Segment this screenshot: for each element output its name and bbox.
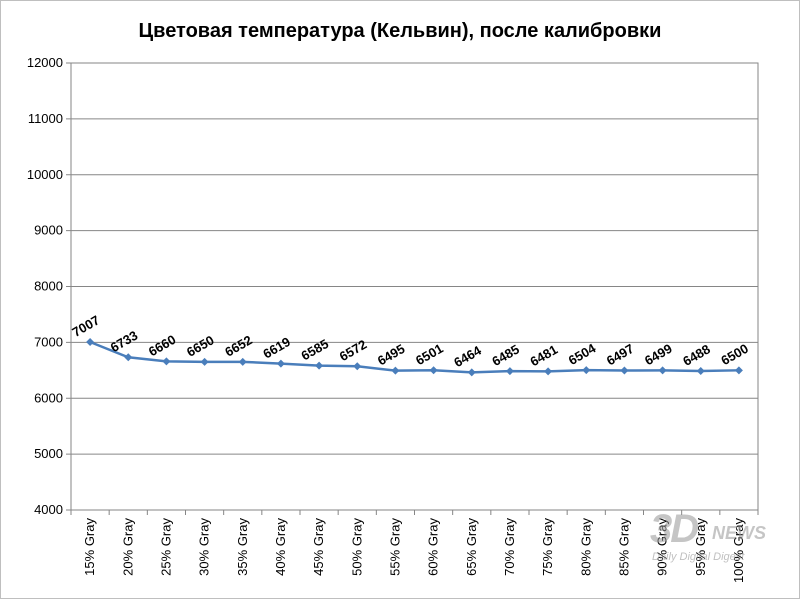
data-label: 6585 — [299, 336, 332, 363]
data-label: 7007 — [70, 312, 103, 339]
data-label: 6495 — [375, 341, 408, 368]
data-point — [391, 366, 400, 375]
data-point — [658, 366, 667, 375]
x-tick-label: 100% Gray — [731, 518, 746, 584]
x-tick-label: 60% Gray — [426, 518, 441, 576]
data-label: 6572 — [337, 337, 370, 364]
x-tick-label: 25% Gray — [158, 518, 173, 576]
data-point — [238, 357, 247, 366]
x-tick-label: 45% Gray — [311, 518, 326, 576]
data-point — [200, 357, 209, 366]
x-tick-label: 90% Gray — [655, 518, 670, 576]
data-label: 6733 — [108, 328, 141, 355]
data-point — [315, 361, 324, 370]
data-label: 6488 — [680, 341, 713, 368]
x-tick-label: 55% Gray — [387, 518, 402, 576]
x-tick-label: 30% Gray — [197, 518, 212, 576]
data-point — [429, 366, 438, 375]
x-tick-label: 70% Gray — [502, 518, 517, 576]
data-point — [353, 362, 362, 371]
x-tick-label: 85% Gray — [616, 518, 631, 576]
x-tick-label: 20% Gray — [120, 518, 135, 576]
data-label: 6501 — [413, 341, 446, 368]
y-tick-label: 5000 — [34, 446, 63, 461]
chart-title: Цветовая температура (Кельвин), после ка… — [138, 20, 662, 42]
data-label: 6650 — [184, 332, 217, 359]
data-label: 6652 — [222, 332, 255, 359]
data-point — [620, 366, 629, 375]
x-tick-label: 40% Gray — [273, 518, 288, 576]
data-label: 6481 — [528, 342, 561, 369]
data-point — [734, 366, 743, 375]
series-line — [89, 340, 739, 374]
y-tick-label: 6000 — [34, 390, 63, 405]
data-point — [276, 359, 285, 368]
y-tick-label: 4000 — [34, 502, 63, 517]
x-tick-label: 50% Gray — [349, 518, 364, 576]
x-tick-label: 95% Gray — [693, 518, 708, 576]
data-label: 6464 — [451, 342, 484, 370]
y-tick-label: 7000 — [34, 334, 63, 349]
data-label: 6660 — [146, 332, 179, 359]
data-point — [86, 337, 95, 346]
x-tick-label: 65% Gray — [464, 518, 479, 576]
x-tick-label: 15% Gray — [82, 518, 97, 576]
data-label: 6485 — [489, 342, 522, 369]
data-point — [124, 353, 133, 362]
y-tick-label: 12000 — [27, 55, 63, 70]
y-tick-label: 8000 — [34, 279, 63, 294]
data-point — [696, 366, 705, 375]
data-label: 6499 — [642, 341, 675, 368]
y-tick-label: 11000 — [28, 111, 63, 126]
x-tick-label: 35% Gray — [235, 518, 250, 576]
y-tick-label: 9000 — [34, 223, 63, 238]
data-point — [505, 367, 514, 376]
data-point — [544, 367, 553, 376]
data-point — [467, 368, 476, 377]
data-label: 6504 — [566, 340, 599, 368]
data-point — [582, 366, 591, 375]
x-tick-label: 75% Gray — [540, 518, 555, 576]
data-label: 6497 — [604, 341, 637, 368]
x-tick-label: 80% Gray — [578, 518, 593, 576]
data-point — [162, 357, 171, 366]
y-tick-label: 10000 — [27, 167, 63, 182]
data-label: 6500 — [718, 341, 751, 368]
data-label: 6619 — [260, 334, 293, 361]
